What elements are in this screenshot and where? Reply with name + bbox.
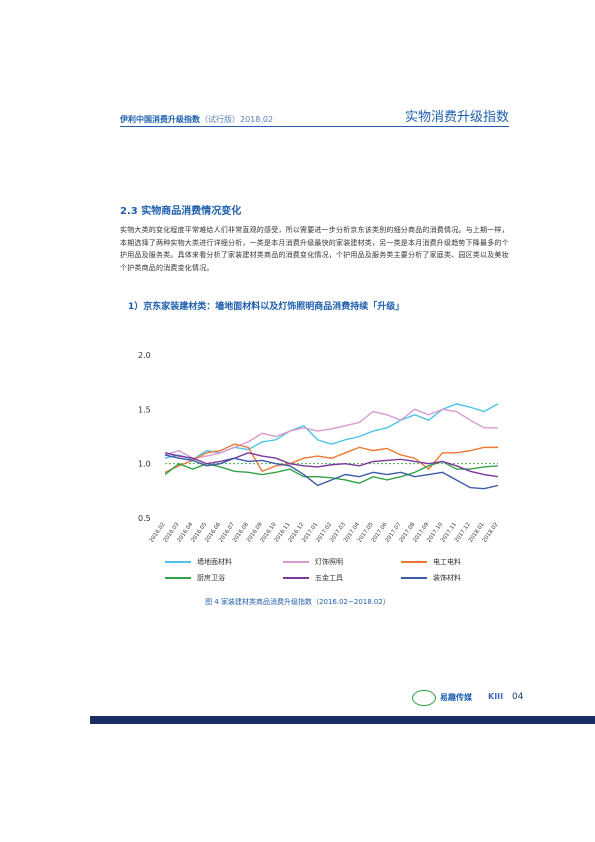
- y-tick-label: 0.5: [138, 514, 151, 523]
- line-chart: 2.01.51.00.52016.022016.032016.042016.05…: [138, 351, 500, 544]
- series-line: [164, 443, 498, 473]
- legend-swatch: [165, 561, 191, 563]
- section-paragraph: 实物大类的变化程度平常难给人们非常直观的感受，所以需要进一步分析京东该类别的细分…: [120, 226, 509, 272]
- legend-swatch: [165, 577, 191, 579]
- section-header-title: 实物消费升级指数: [404, 110, 509, 125]
- report-title-edition: （试行版）2018.02: [200, 115, 274, 124]
- yili-logo: [412, 690, 436, 706]
- legend-item: 电工电料: [401, 557, 461, 567]
- legend-item: 墙地面材料: [165, 557, 232, 567]
- partner-logo-text: 易趣传媒: [440, 693, 472, 702]
- series-line: [164, 408, 498, 459]
- legend-item: 灯饰照明: [283, 557, 343, 567]
- series-line: [164, 452, 499, 478]
- legend-swatch: [283, 561, 309, 563]
- figure-caption: 图 4 家装建材类商品消费升级指数（2016.02~2018.02）: [205, 598, 390, 606]
- legend-label: 装饰材料: [433, 574, 461, 582]
- legend-item: 五金工具: [283, 573, 343, 583]
- report-title-main: 伊利中国消费升级指数: [120, 115, 200, 124]
- y-tick-label: 1.5: [138, 405, 151, 414]
- legend-label: 墙地面材料: [197, 558, 232, 566]
- y-tick-label: 2.0: [138, 351, 151, 360]
- report-title: 伊利中国消费升级指数（试行版）2018.02: [120, 114, 273, 125]
- legend-item: 装饰材料: [401, 573, 461, 583]
- legend-swatch: [401, 577, 427, 579]
- legend-label: 灯饰照明: [315, 558, 343, 566]
- legend-swatch: [401, 561, 427, 563]
- y-tick-label: 1.0: [138, 460, 151, 469]
- footer-bar: [90, 716, 595, 724]
- chart-subtitle: 1）京东家装建材类：墙地面材料以及灯饰照明商品消费持续「升级」: [128, 302, 405, 312]
- page-number: 04: [512, 692, 524, 702]
- kiii-logo: KIII: [488, 692, 504, 701]
- legend-label: 厨房卫浴: [197, 574, 225, 582]
- legend-label: 五金工具: [315, 574, 343, 582]
- legend-item: 厨房卫浴: [165, 573, 225, 583]
- legend-swatch: [283, 577, 309, 579]
- series-line: [164, 454, 499, 490]
- section-title: 2.3 实物商品消费情况变化: [120, 206, 242, 217]
- legend-label: 电工电料: [433, 558, 461, 566]
- header-divider: [120, 126, 509, 127]
